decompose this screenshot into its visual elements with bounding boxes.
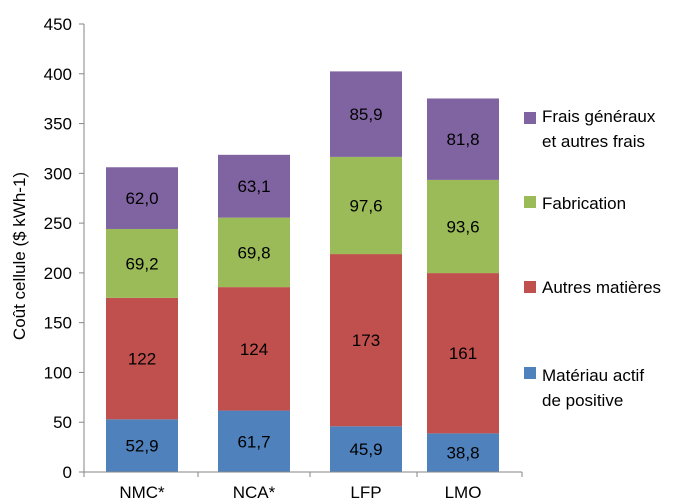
data-label: 38,8: [446, 444, 479, 463]
legend: Frais généraux et autres frais Fabrication…: [524, 107, 661, 410]
bar-segment: [106, 167, 178, 229]
y-tick-label: 0: [63, 463, 72, 482]
bars: 52,9 122 69,2 62,0 61,7 124 69,8 63,1 45,9 173 97,…: [106, 71, 499, 472]
legend-label: Fabrication: [542, 194, 626, 213]
legend-swatch: [524, 281, 536, 293]
x-tick-label: LFP: [350, 483, 381, 502]
legend-swatch: [524, 112, 536, 124]
bar-segment: [106, 297, 178, 420]
data-label: 85,9: [349, 105, 382, 124]
legend-label: Matériau actif: [542, 366, 644, 385]
data-label: 124: [240, 340, 268, 359]
y-tick-label: 400: [44, 65, 72, 84]
legend-swatch: [524, 367, 536, 379]
data-label: 93,6: [446, 217, 479, 236]
x-tick-label: NMC*: [119, 483, 165, 502]
y-tick-label: 100: [44, 363, 72, 382]
y-tick-label: 200: [44, 264, 72, 283]
data-label: 45,9: [349, 440, 382, 459]
legend-label: Autres matières: [542, 278, 661, 297]
data-label: 97,6: [349, 196, 382, 215]
y-tick-label: 450: [44, 15, 72, 34]
x-tick-label: LMO: [445, 483, 482, 502]
bar-segment: [218, 287, 290, 411]
data-label: 173: [352, 331, 380, 350]
bar-segment: [106, 228, 178, 298]
data-label: 63,1: [237, 177, 270, 196]
data-label: 62,0: [125, 189, 158, 208]
bar-segment: [330, 71, 402, 157]
bar-segment: [330, 426, 402, 472]
bar-segment: [330, 156, 402, 255]
bar-segment: [427, 273, 499, 434]
data-label: 122: [128, 350, 156, 369]
y-tick-label: 300: [44, 164, 72, 183]
x-tick-label: NCA*: [233, 483, 276, 502]
bar-segment: [427, 433, 499, 472]
data-label: 61,7: [237, 432, 270, 451]
y-tick-label: 50: [53, 413, 72, 432]
legend-label: de positive: [542, 391, 623, 410]
data-label: 69,2: [125, 254, 158, 273]
bar-segment: [218, 154, 290, 218]
y-tick-label: 250: [44, 214, 72, 233]
bar-segment: [106, 419, 178, 472]
y-axis: 0 50 100 150 200 250 300 350 400 450: [44, 15, 85, 482]
y-tick-label: 150: [44, 314, 72, 333]
bar-segment: [218, 217, 290, 288]
data-label: 161: [449, 344, 477, 363]
legend-label: Frais généraux: [542, 107, 656, 126]
data-label: 52,9: [125, 437, 158, 456]
bar-segment: [330, 254, 402, 427]
x-axis: NMC* NCA* LFP LMO: [83, 471, 523, 502]
bar-segment: [218, 410, 290, 472]
data-label: 69,8: [237, 243, 270, 262]
y-tick-label: 350: [44, 115, 72, 134]
bar-segment: [427, 179, 499, 274]
legend-label: et autres frais: [542, 132, 645, 151]
legend-swatch: [524, 196, 536, 208]
bar-segment: [427, 98, 499, 180]
y-axis-title: Coût cellule ($ kWh-1): [10, 172, 29, 340]
data-label: 81,8: [446, 130, 479, 149]
